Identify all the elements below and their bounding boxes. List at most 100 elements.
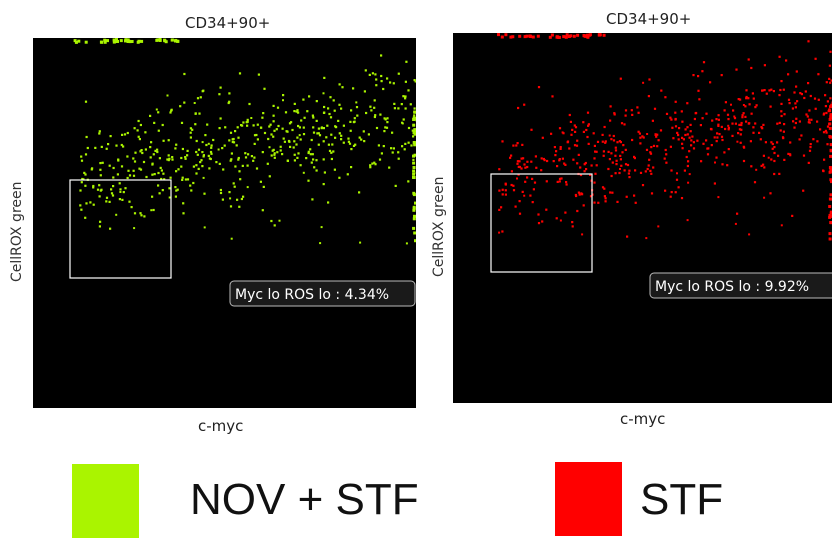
scatter-point [228,139,231,142]
scatter-point [99,220,102,223]
scatter-point [74,40,78,44]
scatter-point [800,134,803,137]
scatter-point [822,131,826,134]
scatter-point [498,189,501,192]
scatter-point [317,132,320,135]
scatter-point [523,103,526,106]
scatter-point [677,138,680,141]
scatter-point [150,141,153,144]
scatter-point [127,169,130,172]
scatter-point [238,205,241,208]
scatter-point [309,153,312,156]
scatter-point [259,126,263,129]
scatter-point [307,150,310,153]
scatter-point [555,150,558,153]
y-axis-label: CellROX green [9,181,25,283]
scatter-point [293,159,296,162]
legend-swatch-stf [555,462,622,536]
scatter-point [308,95,311,98]
scatter-point [636,106,639,109]
scatter-point [247,153,250,156]
scatter-point [407,126,411,130]
scatter-point [581,233,584,236]
scatter-point [752,97,755,100]
scatter-point [825,111,828,115]
scatter-point [603,195,606,198]
scatter-point [603,125,606,129]
scatter-point [619,141,622,144]
legend-label-stf: STF [640,475,724,524]
scatter-point [302,171,305,174]
scatter-point [795,117,798,120]
scatter-point [201,165,204,168]
scatter-point [630,109,633,112]
scatter-point [127,39,131,43]
scatter-point [94,146,97,149]
scatter-point [686,102,689,105]
scatter-point [320,226,323,229]
scatter-point [536,34,540,38]
scatter-point [829,116,832,120]
scatter-point [739,141,742,144]
scatter-point [353,117,356,120]
scatter-point [276,151,279,154]
scatter-point [133,127,136,130]
scatter-point [347,140,350,143]
scatter-point [672,137,675,140]
scatter-point [657,139,660,142]
scatter-point [84,100,88,103]
scatter-point [342,141,345,144]
scatter-point [397,72,400,75]
scatter-point [819,128,822,131]
scatter-point [205,143,208,147]
scatter-point [186,149,189,152]
scatter-point [639,136,642,139]
scatter-point [571,225,574,228]
scatter-point [374,73,377,76]
scatter-point [724,101,727,104]
scatter-point [113,40,117,44]
scatter-point [157,171,160,175]
scatter-point [204,134,207,137]
scatter-point [229,197,232,200]
scatter-point [413,128,416,132]
scatter-point [583,163,586,166]
scatter-point [149,146,152,149]
scatter-point [609,191,612,194]
scatter-point [512,144,515,147]
scatter-point [807,40,810,43]
scatter-point [526,160,529,163]
scatter-point [637,111,640,114]
scatter-point [778,121,781,124]
scatter-point [741,114,744,117]
scatter-point [711,119,714,122]
scatter-point [174,195,177,198]
chart-title: CD34+90+ [606,10,692,28]
scatter-point [763,196,766,199]
scatter-point [174,186,177,189]
scatter-point [207,154,210,157]
scatter-point [777,154,780,157]
scatter-point [333,168,336,171]
scatter-point [758,131,761,134]
scatter-point [175,143,178,146]
scatter-point [674,111,677,114]
scatter-point [239,178,242,181]
scatter-point [412,158,415,161]
scatter-point [828,109,832,113]
scatter-point [770,158,773,161]
scatter-point [518,165,521,169]
scatter-point [134,151,137,154]
scatter-point [520,167,523,170]
scatter-point [330,151,333,154]
scatter-point [140,214,143,217]
scatter-point [642,136,645,139]
scatter-point [601,140,604,143]
scatter-point [158,157,161,160]
scatter-point [537,222,541,225]
scatter-point [545,180,548,183]
scatter-point [748,122,751,125]
scatter-point [162,172,165,175]
scatter-point [518,160,521,163]
scatter-point [531,177,534,180]
